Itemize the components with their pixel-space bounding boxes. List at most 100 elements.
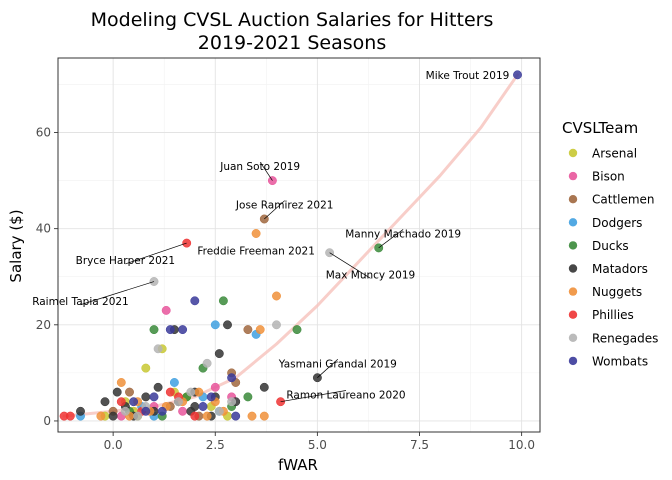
- annotation-leader: [80, 281, 155, 306]
- annotation-label: Freddie Freeman 2021: [197, 245, 315, 257]
- data-point: [165, 387, 175, 397]
- annotation-leader: [259, 161, 273, 181]
- data-point: [141, 406, 151, 416]
- annotation-leader: [264, 200, 285, 220]
- legend-swatch: [568, 195, 578, 204]
- x-tick-label: 10.0: [508, 438, 535, 452]
- plot-background: [58, 58, 540, 432]
- annotation-label: Mike Trout 2019: [426, 70, 510, 82]
- data-point: [96, 411, 106, 421]
- legend-swatch: [568, 264, 578, 273]
- data-point: [272, 320, 281, 330]
- data-point: [251, 229, 261, 238]
- data-point: [190, 296, 200, 306]
- data-point: [149, 277, 159, 286]
- legend-label: Cattlemen: [592, 193, 655, 207]
- data-point: [116, 378, 126, 387]
- data-point: [76, 406, 85, 416]
- data-point: [223, 320, 232, 330]
- annotation-leader: [125, 242, 187, 265]
- data-point: [210, 320, 220, 330]
- annotation-leader: [329, 252, 371, 279]
- data-point: [100, 397, 110, 407]
- data-point: [259, 382, 269, 392]
- data-point: [116, 397, 126, 407]
- legend-label: Matadors: [592, 262, 648, 276]
- data-point: [182, 238, 192, 248]
- data-point: [120, 406, 130, 416]
- data-point: [194, 387, 204, 397]
- legend-label: Nuggets: [592, 285, 642, 299]
- data-point: [202, 358, 212, 368]
- legend-swatch: [568, 333, 578, 342]
- data-point: [243, 325, 253, 335]
- x-tick-label: 5.0: [308, 438, 327, 452]
- data-point: [247, 411, 257, 421]
- annotation-label: Juan Soto 2019: [219, 161, 300, 173]
- annotation-label: Bryce Harper 2021: [76, 255, 175, 267]
- legend-swatch: [568, 356, 578, 366]
- data-point: [231, 411, 241, 421]
- data-point: [161, 305, 171, 315]
- annotation-label: Jose Ramirez 2021: [235, 200, 334, 212]
- y-tick-label: 40: [36, 222, 51, 236]
- data-point: [141, 392, 151, 402]
- chart-subtitle: 2019-2021 Seasons: [198, 32, 386, 54]
- data-point: [259, 411, 269, 421]
- data-point: [190, 411, 200, 421]
- x-tick-label: 7.5: [410, 438, 429, 452]
- data-point: [149, 392, 159, 402]
- annotation-leader: [317, 358, 339, 378]
- data-point: [218, 296, 228, 306]
- annotation-label: Ramon Laureano 2020: [286, 390, 405, 402]
- data-point: [210, 382, 220, 392]
- data-point: [174, 397, 183, 407]
- data-point: [227, 397, 237, 407]
- annotation-label: Manny Machado 2019: [345, 228, 461, 240]
- data-point: [169, 378, 179, 387]
- data-point: [243, 392, 253, 402]
- legend-label: Wombats: [592, 354, 648, 368]
- chart-title: Modeling CVSL Auction Salaries for Hitte…: [91, 9, 494, 31]
- data-point: [178, 325, 188, 335]
- y-tick-label: 20: [36, 318, 51, 332]
- plot-border: [57, 57, 541, 433]
- legend-swatch: [568, 218, 578, 227]
- x-tick-label: 0.0: [104, 438, 123, 452]
- data-point: [513, 70, 522, 80]
- legend-label: Ducks: [592, 239, 629, 253]
- y-tick-label: 60: [36, 126, 51, 140]
- legend-label: Phillies: [592, 308, 634, 322]
- data-point: [149, 325, 159, 335]
- legend-swatch: [568, 241, 578, 250]
- data-point: [202, 411, 212, 421]
- data-point: [178, 406, 188, 416]
- data-point: [206, 392, 216, 402]
- data-point: [227, 373, 237, 383]
- data-point: [129, 397, 139, 407]
- legend-label: Dodgers: [592, 216, 642, 230]
- legend-swatch: [568, 287, 578, 296]
- data-point: [276, 397, 286, 407]
- data-point: [125, 387, 134, 397]
- x-axis-title: fWAR: [278, 456, 318, 474]
- legend-label: Arsenal: [592, 147, 637, 161]
- data-point: [153, 382, 163, 392]
- x-tick-label: 2.5: [206, 438, 225, 452]
- data-point: [186, 387, 196, 397]
- data-point: [292, 325, 302, 335]
- data-point: [108, 411, 118, 421]
- legend-label: Renegades: [592, 331, 658, 345]
- y-axis-title: Salary ($): [7, 209, 25, 282]
- data-point: [112, 387, 122, 397]
- legend-swatch: [568, 148, 578, 158]
- data-point: [214, 406, 224, 416]
- legend-label: Bison: [592, 170, 625, 184]
- legend-title: CVSLTeam: [562, 119, 638, 137]
- data-point: [65, 411, 75, 421]
- annotation-leader: [378, 229, 404, 249]
- annotation-leader: [280, 390, 347, 403]
- legend-swatch: [568, 310, 578, 319]
- data-point: [214, 349, 224, 359]
